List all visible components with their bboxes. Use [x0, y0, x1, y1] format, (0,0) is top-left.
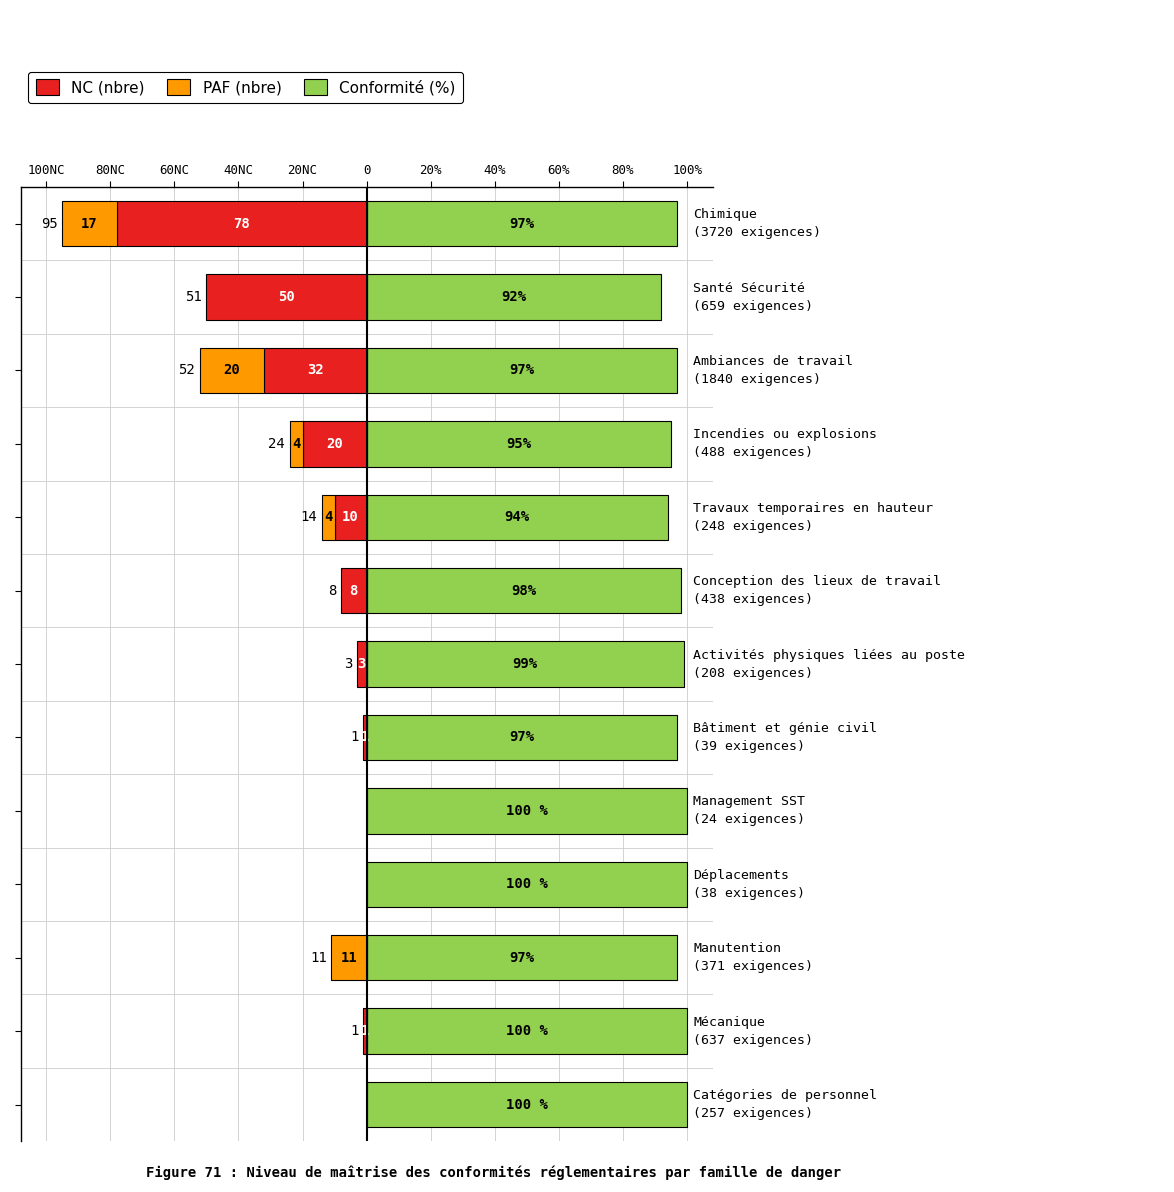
Bar	[331, 935, 366, 981]
Bar	[366, 715, 677, 760]
Bar	[366, 274, 661, 319]
Text: 97%: 97%	[510, 217, 534, 230]
Text: 100 %: 100 %	[506, 1024, 548, 1038]
Text: Mécanique
(637 exigences): Mécanique (637 exigences)	[694, 1016, 814, 1047]
Text: 100 %: 100 %	[506, 877, 548, 892]
Text: Conception des lieux de travail
(438 exigences): Conception des lieux de travail (438 exi…	[694, 576, 942, 607]
Bar	[366, 348, 677, 393]
Text: Figure 71 : Niveau de maîtrise des conformités réglementaires par famille de dan: Figure 71 : Niveau de maîtrise des confo…	[146, 1166, 841, 1180]
Text: 32: 32	[306, 364, 324, 378]
Text: 3: 3	[344, 657, 352, 671]
Bar	[366, 641, 683, 687]
Text: 14: 14	[301, 510, 317, 524]
Text: Chimique
(3720 exigences): Chimique (3720 exigences)	[694, 209, 822, 240]
Text: Ambiances de travail
(1840 exigences): Ambiances de travail (1840 exigences)	[694, 355, 853, 386]
Bar	[364, 1008, 366, 1054]
Text: 97%: 97%	[510, 364, 534, 378]
Text: Déplacements
(38 exigences): Déplacements (38 exigences)	[694, 869, 805, 900]
Text: 20: 20	[224, 364, 241, 378]
Text: 1: 1	[360, 1024, 369, 1038]
Bar	[366, 1008, 687, 1054]
Bar	[264, 348, 366, 393]
Bar	[62, 201, 116, 247]
Text: Santé Sécurité
(659 exigences): Santé Sécurité (659 exigences)	[694, 281, 814, 312]
Text: 20: 20	[326, 436, 343, 451]
Text: 50: 50	[278, 290, 295, 304]
Bar	[366, 567, 681, 614]
Text: Travaux temporaires en hauteur
(248 exigences): Travaux temporaires en hauteur (248 exig…	[694, 502, 933, 533]
Text: 1: 1	[350, 1024, 358, 1038]
Text: 100 %: 100 %	[506, 803, 548, 818]
Text: 11: 11	[310, 951, 326, 964]
Text: 10: 10	[343, 510, 359, 524]
Text: 78: 78	[234, 217, 250, 230]
Bar	[340, 567, 366, 614]
Text: 4: 4	[292, 436, 301, 451]
Text: 1: 1	[360, 731, 369, 745]
Bar	[366, 1082, 687, 1128]
Bar	[322, 495, 335, 540]
Text: Catégories de personnel
(257 exigences): Catégories de personnel (257 exigences)	[694, 1089, 877, 1120]
Bar	[366, 201, 677, 247]
Text: 1: 1	[350, 731, 358, 745]
Text: 52: 52	[178, 364, 195, 378]
Text: 95%: 95%	[506, 436, 532, 451]
Text: 8: 8	[350, 584, 358, 597]
Text: 95: 95	[41, 217, 58, 230]
Text: 92%: 92%	[501, 290, 527, 304]
Bar	[335, 495, 366, 540]
Text: 98%: 98%	[511, 584, 537, 597]
Text: 4: 4	[324, 510, 332, 524]
Text: Bâtiment et génie civil
(39 exigences): Bâtiment et génie civil (39 exigences)	[694, 722, 877, 753]
Text: 17: 17	[81, 217, 97, 230]
Bar	[366, 788, 687, 833]
Bar	[357, 641, 366, 687]
Bar	[200, 348, 264, 393]
Text: Management SST
(24 exigences): Management SST (24 exigences)	[694, 795, 805, 826]
Bar	[364, 715, 366, 760]
Text: Activités physiques liées au poste
(208 exigences): Activités physiques liées au poste (208 …	[694, 648, 965, 679]
Bar	[366, 862, 687, 907]
Text: 8: 8	[328, 584, 336, 597]
Bar	[290, 421, 303, 466]
Legend: NC (nbre), PAF (nbre), Conformité (%): NC (nbre), PAF (nbre), Conformité (%)	[28, 72, 464, 103]
Text: 24: 24	[268, 436, 285, 451]
Bar	[366, 935, 677, 981]
Text: 3: 3	[358, 657, 366, 671]
Text: 99%: 99%	[513, 657, 538, 671]
Bar	[366, 495, 668, 540]
Bar	[116, 201, 366, 247]
Text: 97%: 97%	[510, 951, 534, 964]
Text: Manutention
(371 exigences): Manutention (371 exigences)	[694, 942, 814, 973]
Bar	[303, 421, 366, 466]
Text: 100 %: 100 %	[506, 1098, 548, 1111]
Text: 94%: 94%	[505, 510, 529, 524]
Text: 51: 51	[184, 290, 202, 304]
Bar	[207, 274, 366, 319]
Text: 97%: 97%	[510, 731, 534, 745]
Bar	[366, 421, 672, 466]
Text: Incendies ou explosions
(488 exigences): Incendies ou explosions (488 exigences)	[694, 428, 877, 459]
Text: 11: 11	[340, 951, 357, 964]
